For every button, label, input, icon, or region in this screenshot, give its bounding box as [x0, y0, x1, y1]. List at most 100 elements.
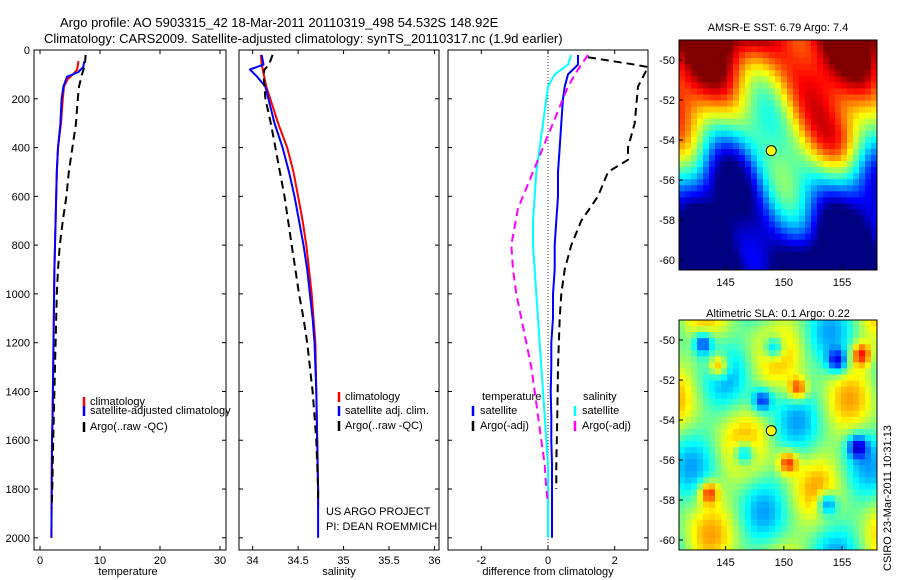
sst-cell: [685, 58, 692, 65]
sla-cell: [805, 465, 812, 472]
sla-cell: [805, 410, 812, 418]
sla-cell: [787, 465, 794, 472]
sst-cell: [745, 82, 752, 90]
sst-cell: [805, 245, 812, 253]
sst-cell: [835, 130, 842, 138]
sla-cell: [787, 392, 794, 400]
sst-cell: [769, 173, 776, 180]
sla-cell: [775, 326, 782, 333]
sla-cell: [865, 368, 872, 376]
sla-cell: [811, 332, 818, 339]
sst-cell: [697, 173, 704, 180]
sst-cell: [793, 257, 800, 265]
sst-cell: [727, 179, 734, 186]
sla-cell: [691, 447, 698, 454]
sst-cell: [811, 233, 818, 241]
sla-cell: [841, 519, 848, 527]
sla-cell: [811, 344, 818, 351]
sst-cell: [817, 82, 824, 90]
sla-cell: [757, 519, 764, 527]
sla-cell: [865, 447, 872, 454]
sst-cell: [829, 40, 836, 47]
sst-cell: [685, 148, 692, 156]
sla-cell: [685, 320, 692, 327]
depth-tick-label: 1800: [6, 484, 30, 496]
sst-cell: [721, 161, 728, 168]
sla-cell: [865, 441, 872, 448]
sla-cell: [817, 537, 824, 545]
sla-cell: [871, 350, 877, 357]
sla-cell: [721, 332, 728, 339]
sla-cell: [841, 380, 848, 388]
sst-cell: [721, 58, 728, 65]
sst-cell: [727, 161, 734, 168]
sla-cell: [847, 459, 854, 466]
sla-cell: [859, 519, 866, 527]
sla-cell: [805, 531, 812, 539]
sla-cell: [787, 362, 794, 370]
sla-cell: [763, 471, 770, 478]
sla-cell: [679, 471, 686, 478]
sla-cell: [835, 453, 842, 460]
sla-cell: [769, 350, 776, 357]
sst-lat-tick-label: -56: [659, 175, 675, 187]
sst-cell: [781, 155, 788, 162]
sla-cell: [679, 525, 686, 533]
sst-cell: [841, 76, 848, 83]
sla-cell: [781, 477, 788, 485]
sst-cell: [817, 203, 824, 211]
sst-cell: [865, 167, 872, 174]
sst-cell: [781, 245, 788, 253]
sla-cell: [679, 344, 686, 351]
sst-cell: [733, 173, 740, 180]
sst-cell: [691, 64, 698, 71]
sla-cell: [769, 362, 776, 370]
sla-cell: [793, 477, 800, 485]
sst-cell: [829, 239, 836, 247]
sst-cell: [745, 179, 752, 186]
depth-tick-label: 2000: [6, 533, 30, 545]
sst-cell: [787, 209, 794, 217]
sst-cell: [685, 203, 692, 211]
sst-cell: [835, 221, 842, 229]
sla-cell: [853, 326, 860, 333]
sst-cell: [721, 263, 728, 270]
sla-map-title: Altimetric SLA: 0.1 Argo: 0.22: [706, 308, 850, 320]
sla-cell: [835, 489, 842, 497]
sst-cell: [775, 46, 782, 53]
sst-cell: [709, 197, 716, 205]
sst-cell: [793, 155, 800, 162]
sst-cell: [679, 215, 686, 223]
sla-cell: [769, 453, 776, 460]
sla-cell: [721, 380, 728, 388]
sla-cell: [799, 350, 806, 357]
sst-cell: [805, 88, 812, 96]
sst-cell: [685, 227, 692, 235]
sla-cell: [703, 453, 710, 460]
sst-cell: [829, 58, 836, 65]
sst-cell: [763, 251, 770, 259]
sla-cell: [697, 368, 704, 376]
sla-cell: [763, 386, 770, 394]
sla-cell: [829, 501, 836, 509]
depth-tick-label: 1400: [6, 386, 30, 398]
sla-cell: [829, 441, 836, 448]
sst-cell: [871, 46, 877, 53]
sla-cell: [793, 531, 800, 539]
sst-cell: [829, 148, 836, 156]
legend-label-satellite: satellite adj. clim.: [345, 405, 429, 417]
sst-cell: [709, 64, 716, 71]
sst-cell: [865, 46, 872, 53]
sst-cell: [685, 191, 692, 198]
sla-cell: [865, 513, 872, 521]
sla-cell: [769, 537, 776, 545]
sla-cell: [781, 435, 788, 442]
sla-cell: [769, 441, 776, 448]
sla-cell: [733, 374, 740, 382]
sst-cell: [865, 251, 872, 259]
sst-cell: [859, 161, 866, 168]
sla-cell: [775, 416, 782, 424]
sst-cell: [763, 124, 770, 132]
sla-cell: [865, 459, 872, 466]
sst-cell: [763, 82, 770, 90]
